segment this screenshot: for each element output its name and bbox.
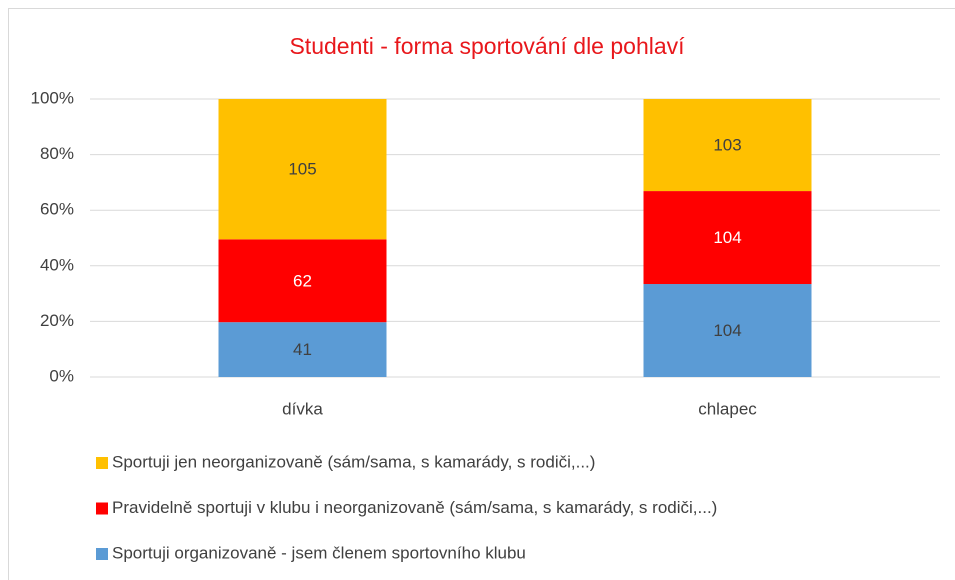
data-label: 103: [713, 136, 741, 155]
legend-swatch: [96, 457, 108, 469]
data-label: 104: [713, 228, 741, 247]
data-label: 62: [293, 271, 312, 290]
x-tick-label: chlapec: [698, 399, 757, 418]
y-tick-label: 60%: [40, 200, 74, 219]
legend-label: Sportuji jen neorganizovaně (sám/sama, s…: [112, 452, 595, 471]
data-label: 41: [293, 340, 312, 359]
y-tick-label: 20%: [40, 311, 74, 330]
y-tick-label: 100%: [31, 88, 74, 107]
legend-label: Pravidelně sportuji v klubu i neorganizo…: [112, 498, 717, 517]
bar-segment: [218, 239, 387, 323]
chart-title: Studenti - forma sportování dle pohlaví: [289, 33, 685, 59]
legend-swatch: [96, 548, 108, 560]
x-tick-label: dívka: [282, 399, 323, 418]
bar-segment: [218, 322, 387, 377]
bar-segment: [643, 99, 812, 192]
y-tick-label: 80%: [40, 144, 74, 163]
y-tick-label: 40%: [40, 255, 74, 274]
bar-segment: [218, 99, 387, 240]
data-label: 105: [288, 160, 316, 179]
legend-swatch: [96, 502, 108, 515]
bar-segment: [643, 191, 812, 285]
y-tick-label: 0%: [49, 366, 74, 385]
legend-label: Sportuji organizovaně - jsem členem spor…: [112, 543, 526, 562]
bar-segment: [643, 284, 812, 377]
chart-border: [8, 8, 955, 580]
data-label: 104: [713, 321, 741, 340]
